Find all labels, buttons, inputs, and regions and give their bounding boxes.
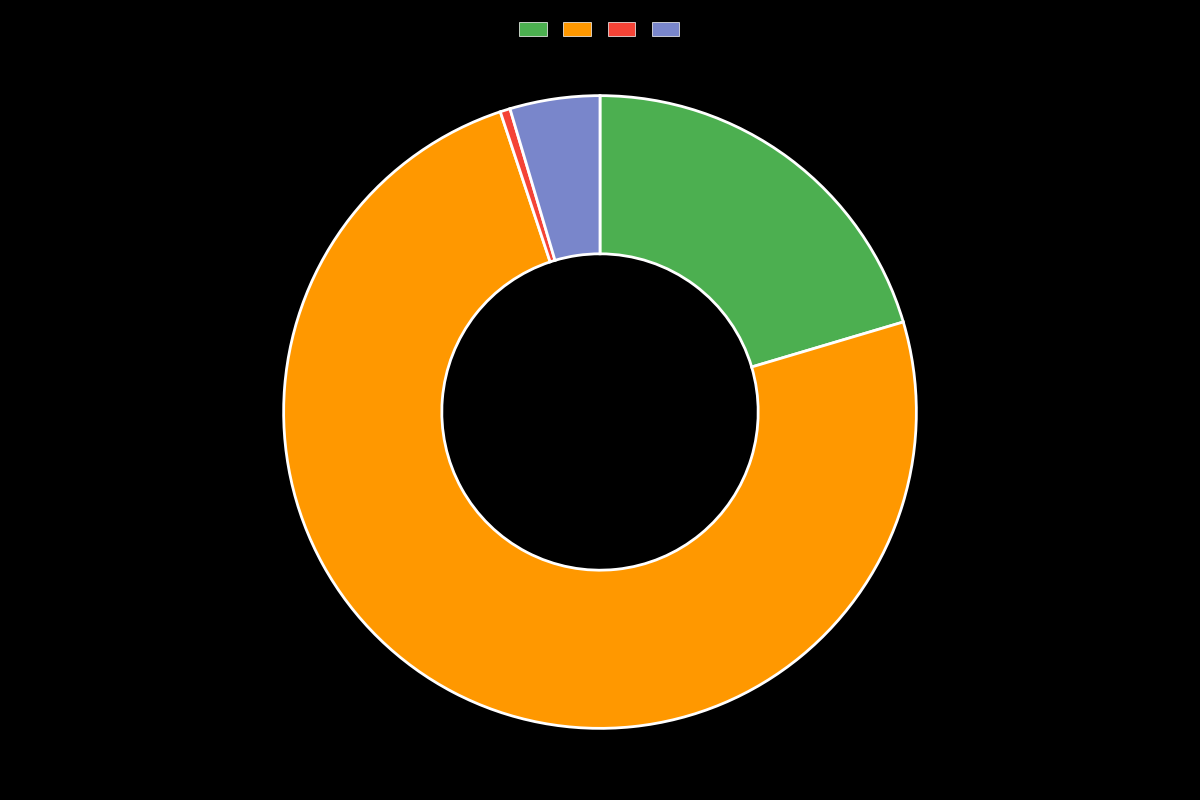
Wedge shape <box>283 112 917 728</box>
Legend: , , , : , , , <box>512 16 688 43</box>
Wedge shape <box>600 96 904 367</box>
Wedge shape <box>510 96 600 260</box>
Wedge shape <box>500 109 554 262</box>
